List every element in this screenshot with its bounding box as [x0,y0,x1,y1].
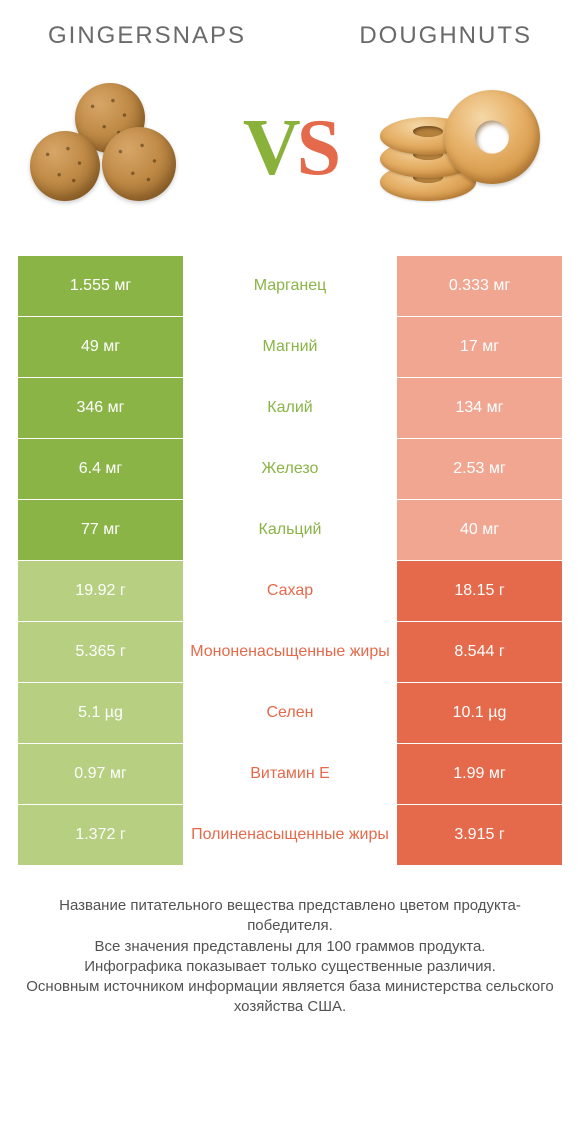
cookie-icon [30,131,100,201]
right-value: 1.99 мг [397,744,562,804]
nutrient-label: Железо [183,439,397,499]
comparison-table: 1.555 мгМарганец0.333 мг49 мгМагний17 мг… [18,256,562,866]
table-row: 49 мгМагний17 мг [18,317,562,378]
table-row: 1.555 мгМарганец0.333 мг [18,256,562,317]
gingersnaps-image [30,83,200,213]
table-row: 1.372 гПолиненасыщенные жиры3.915 г [18,805,562,866]
left-product-title: GINGERSNAPS [48,22,246,50]
vs-s-letter: S [297,104,338,192]
left-value: 6.4 мг [18,439,183,499]
footer-line: Инфографика показывает только существенн… [22,957,558,977]
nutrient-label: Сахар [183,561,397,621]
footer-line: Название питательного вещества представл… [22,896,558,937]
left-value: 77 мг [18,500,183,560]
right-value: 40 мг [397,500,562,560]
right-value: 17 мг [397,317,562,377]
right-value: 18.15 г [397,561,562,621]
vs-v-letter: V [243,104,297,192]
footer-line: Все значения представлены для 100 граммо… [22,937,558,957]
nutrient-label: Селен [183,683,397,743]
right-value: 2.53 мг [397,439,562,499]
doughnut-icon [444,90,540,184]
left-value: 1.555 мг [18,256,183,316]
table-row: 5.1 µgСелен10.1 µg [18,683,562,744]
nutrient-label: Магний [183,317,397,377]
table-row: 346 мгКалий134 мг [18,378,562,439]
right-product-title: DOUGHNUTS [359,22,532,50]
nutrient-label: Витамин E [183,744,397,804]
left-value: 346 мг [18,378,183,438]
right-value: 8.544 г [397,622,562,682]
nutrient-label: Полиненасыщенные жиры [183,805,397,865]
left-value: 49 мг [18,317,183,377]
hero-row: VS [0,58,580,238]
nutrient-label: Марганец [183,256,397,316]
table-row: 5.365 гМононенасыщенные жиры8.544 г [18,622,562,683]
nutrient-label: Кальций [183,500,397,560]
nutrient-label: Калий [183,378,397,438]
header-titles: GINGERSNAPS DOUGHNUTS [0,0,580,58]
footer-note: Название питательного вещества представл… [22,896,558,1018]
right-value: 10.1 µg [397,683,562,743]
cookie-icon [102,127,176,201]
left-value: 1.372 г [18,805,183,865]
footer-line: Основным источником информации является … [22,977,558,1018]
left-value: 0.97 мг [18,744,183,804]
left-value: 19.92 г [18,561,183,621]
nutrient-label: Мононенасыщенные жиры [183,622,397,682]
right-value: 134 мг [397,378,562,438]
right-value: 3.915 г [397,805,562,865]
doughnuts-image [380,83,550,213]
right-value: 0.333 мг [397,256,562,316]
table-row: 6.4 мгЖелезо2.53 мг [18,439,562,500]
table-row: 0.97 мгВитамин E1.99 мг [18,744,562,805]
vs-label: VS [243,108,337,188]
table-row: 19.92 гСахар18.15 г [18,561,562,622]
left-value: 5.1 µg [18,683,183,743]
table-row: 77 мгКальций40 мг [18,500,562,561]
left-value: 5.365 г [18,622,183,682]
